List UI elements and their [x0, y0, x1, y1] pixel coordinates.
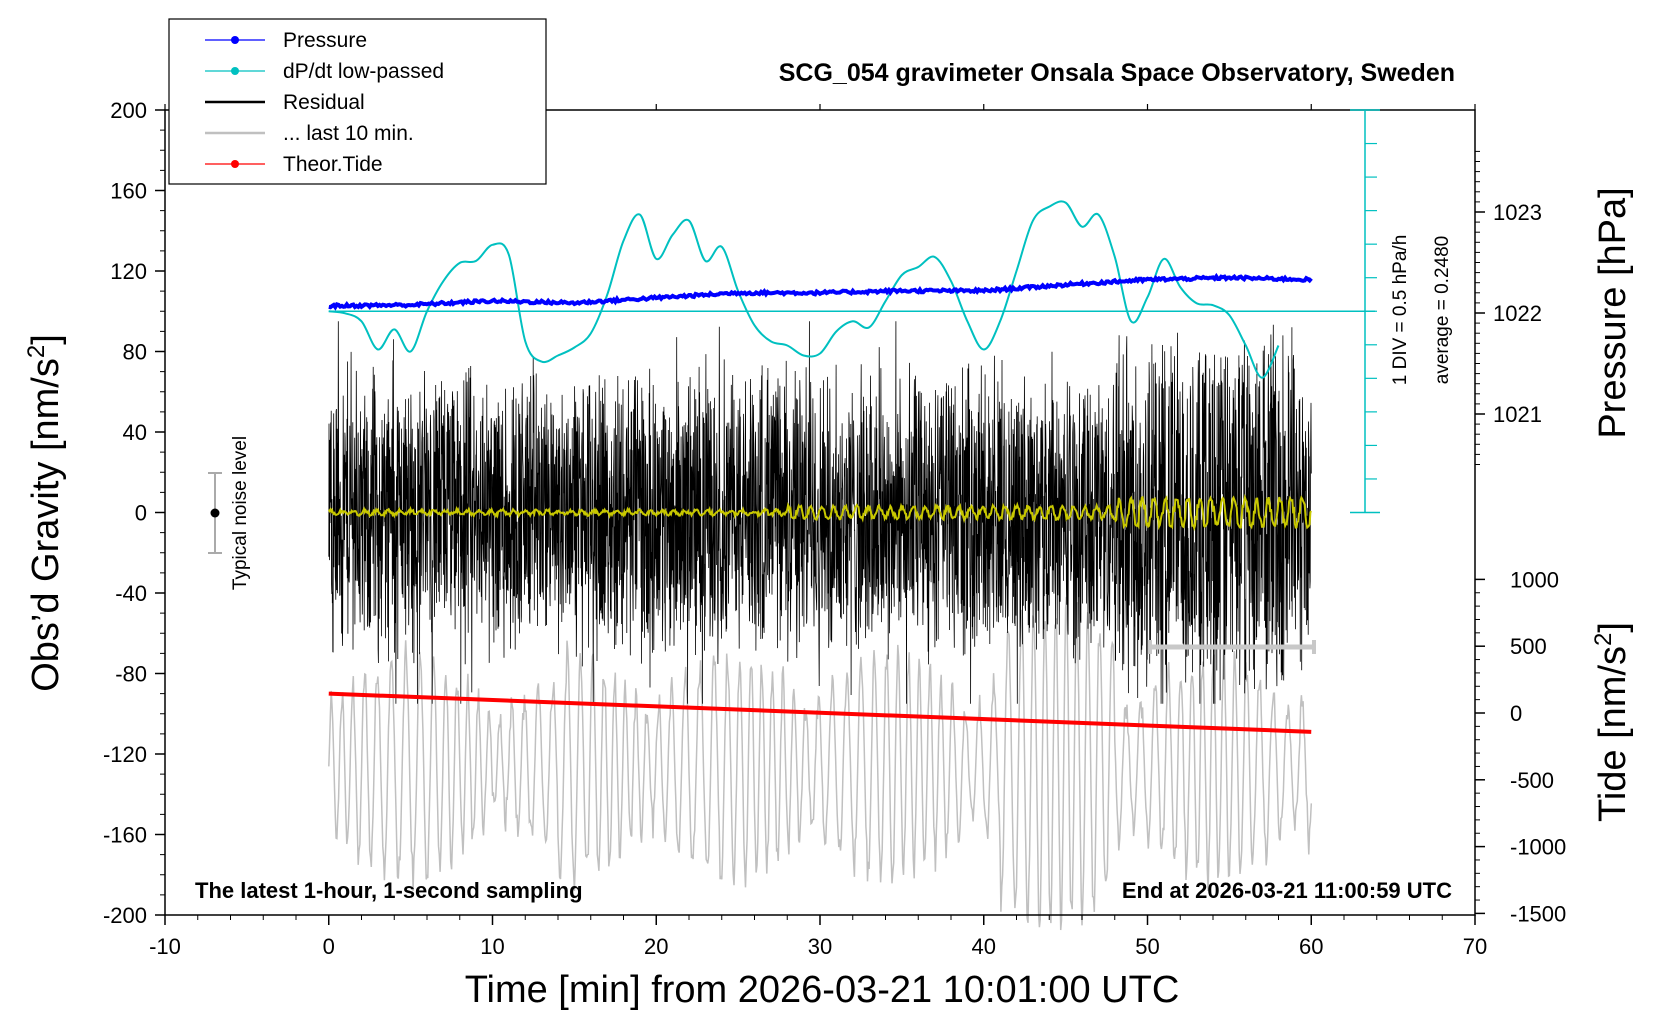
x-tick-label: 60	[1299, 934, 1323, 959]
x-axis-ticks: -10 0 10 20 30 40 50 60 70	[149, 104, 1487, 959]
y-tick-label: 80	[123, 340, 147, 365]
y-tick-label: -80	[115, 662, 147, 687]
y-tick-label: 40	[123, 420, 147, 445]
pressure-line	[328, 272, 1313, 311]
x-tick-label: 50	[1135, 934, 1159, 959]
pressure-tick-label: 1023	[1493, 200, 1542, 225]
legend-marker	[231, 36, 239, 44]
legend-label: dP/dt low-passed	[283, 60, 444, 83]
legend-label: ... last 10 min.	[283, 122, 414, 145]
pressure-trace	[328, 272, 1313, 311]
noise-level-indicator	[208, 472, 222, 554]
pressure-axis-label: Pressure [hPa]	[1592, 187, 1634, 438]
y-tick-label: 160	[110, 179, 147, 204]
dpdt-scale-bar	[328, 109, 1380, 514]
dpdt-line	[328, 200, 1280, 379]
legend-label: Pressure	[283, 29, 367, 52]
x-axis-label: Time [min] from 2026-03-21 10:01:00 UTC	[465, 969, 1180, 1011]
pressure-tick-label: 1022	[1493, 301, 1542, 326]
y-tick-label: 0	[135, 501, 147, 526]
legend-label: Residual	[283, 91, 365, 114]
tide-tick-label: -500	[1510, 768, 1554, 793]
chart-title: SCG_054 gravimeter Onsala Space Observat…	[779, 59, 1455, 87]
tide-axis-label: Tide [nm/s2]	[1590, 622, 1634, 822]
tide-tick-label: -1000	[1510, 835, 1566, 860]
y-axis-label: Obs’d Gravity [nm/s2]	[23, 334, 67, 692]
x-tick-label: 30	[808, 934, 832, 959]
smoothed-line	[327, 493, 1313, 532]
x-tick-label: -10	[149, 934, 181, 959]
y-axis-label-sup: 2	[23, 345, 50, 358]
x-tick-label: 0	[323, 934, 335, 959]
tide-tick-label: 500	[1510, 634, 1547, 659]
x-tick-label: 20	[644, 934, 668, 959]
x-tick-label: 40	[972, 934, 996, 959]
tide-tick-label: -1500	[1510, 901, 1566, 926]
legend: Pressure dP/dt low-passed Residual ... last…	[168, 18, 547, 185]
tide-trace	[328, 691, 1312, 734]
x-tick-label: 70	[1463, 934, 1487, 959]
gray-trace-line	[328, 596, 1313, 931]
tide-tick-label: 1000	[1510, 567, 1559, 592]
pressure-tick-label: 1021	[1493, 402, 1542, 427]
y-tick-label: 120	[110, 259, 147, 284]
y-tick-label: -120	[103, 742, 147, 767]
tide-tick-label: 0	[1510, 701, 1522, 726]
legend-marker	[231, 67, 239, 75]
tide-axis-label-sup: 2	[1590, 633, 1617, 646]
dpdt-trace	[328, 200, 1280, 379]
residual-line	[328, 321, 1312, 704]
y-tick-label: -40	[115, 581, 147, 606]
last-10-min-trace	[328, 596, 1313, 931]
scale-label-2: average = 0.2480	[1432, 236, 1453, 384]
y-tick-label: -200	[103, 903, 147, 928]
y-tick-label: -160	[103, 823, 147, 848]
tide-axis-ticks: -1500 -1000 -500 0 500 1000	[1475, 567, 1566, 926]
note-right: End at 2026-03-21 11:00:59 UTC	[1122, 878, 1452, 903]
pressure-axis-ticks: 1021 1022 1023	[1475, 150, 1542, 465]
residual-trace	[328, 321, 1312, 704]
ten-minute-marker	[1148, 640, 1316, 654]
x-tick-label: 10	[480, 934, 504, 959]
legend-marker	[231, 160, 239, 168]
tide-line	[328, 691, 1312, 734]
noise-level-label: Typical noise level	[230, 436, 251, 590]
smoothed-residual-trace	[327, 493, 1313, 532]
y-tick-label: 200	[110, 98, 147, 123]
y-axis-ticks: -200 -160 -120 -80 -40 0 40 80 120 160 200	[103, 98, 165, 928]
scale-label-1: 1 DIV = 0.5 hPa/h	[1390, 235, 1411, 386]
legend-label: Theor.Tide	[283, 153, 383, 176]
note-left: The latest 1-hour, 1-second sampling	[195, 878, 583, 903]
